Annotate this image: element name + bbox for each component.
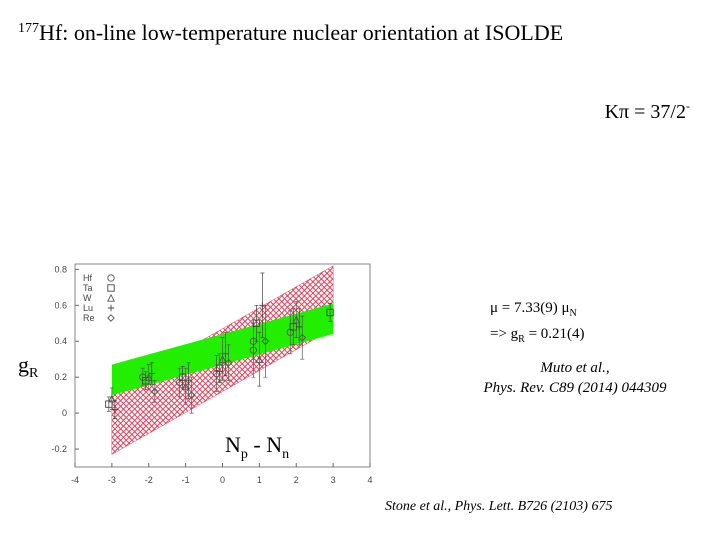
y-tick-label: 0.6	[54, 300, 67, 310]
point	[107, 314, 115, 322]
point	[148, 370, 155, 377]
error-bar	[257, 331, 262, 387]
point	[261, 337, 270, 346]
error-bar	[294, 301, 299, 339]
point	[107, 284, 115, 292]
error-bar	[189, 376, 194, 414]
error-bar	[152, 380, 157, 403]
error-bar	[263, 304, 268, 378]
x-tick-label: -2	[145, 475, 153, 485]
point	[296, 323, 303, 331]
moment-line: => gR = 0.21(4)	[490, 326, 585, 345]
x-tick-label: -4	[71, 475, 79, 485]
error-bar	[217, 353, 222, 383]
point	[222, 350, 229, 358]
point	[185, 377, 192, 384]
error-bar	[183, 367, 188, 405]
x-tick-label: -1	[182, 475, 190, 485]
x-tick-label: 1	[257, 475, 262, 485]
point	[107, 274, 115, 282]
point	[111, 406, 119, 413]
point	[144, 372, 153, 381]
point	[218, 355, 227, 363]
y-tick-label: 0.8	[54, 264, 67, 274]
point	[224, 358, 233, 367]
error-bar	[300, 315, 305, 360]
y-axis-label: gR	[18, 352, 39, 381]
x-tick-label: 4	[367, 475, 372, 485]
moment-line: μ = 7.33(9) μN	[490, 300, 577, 319]
error-bar	[288, 310, 293, 355]
x-axis-label: Np - Nn	[225, 432, 289, 462]
error-bar	[291, 308, 296, 346]
reference: Phys. Rev. C89 (2014) 044309	[482, 380, 667, 396]
error-bar	[146, 364, 151, 391]
legend-label: W	[83, 293, 92, 303]
point	[107, 394, 116, 403]
error-bar	[226, 344, 231, 382]
point	[326, 308, 334, 317]
y-tick-label: 0.2	[54, 372, 67, 382]
x-tick-label: 0	[220, 475, 225, 485]
legend-label: Re	[83, 313, 95, 323]
x-tick-label: 2	[294, 475, 299, 485]
error-bar	[328, 303, 333, 322]
error-bar	[177, 367, 182, 398]
point	[181, 381, 190, 390]
point	[150, 387, 159, 396]
point	[107, 293, 115, 302]
y-tick-label: 0.4	[54, 336, 67, 346]
point	[292, 315, 301, 324]
point	[252, 319, 261, 327]
error-bar	[214, 355, 219, 392]
error-bar	[220, 337, 225, 382]
y-tick-label: 0	[62, 408, 67, 418]
reference: Stone et al., Phys. Lett. B726 (2103) 67…	[385, 499, 612, 514]
y-tick-label: -0.2	[51, 444, 67, 454]
x-tick-label: -3	[108, 475, 116, 485]
point	[107, 304, 115, 312]
spin-label: Kπ = 37/2-	[605, 99, 690, 123]
legend-label: Hf	[83, 273, 92, 283]
error-bar	[254, 304, 259, 342]
error-bar	[106, 396, 111, 412]
point	[187, 391, 196, 399]
x-tick-label: 3	[331, 475, 336, 485]
point	[255, 355, 264, 363]
legend-label: Lu	[83, 303, 93, 313]
point	[298, 333, 307, 342]
slide-title: 177Hf: on-line low-temperature nuclear o…	[18, 20, 563, 45]
legend-label: Ta	[83, 283, 93, 293]
reference: Muto et al.,	[539, 360, 609, 376]
